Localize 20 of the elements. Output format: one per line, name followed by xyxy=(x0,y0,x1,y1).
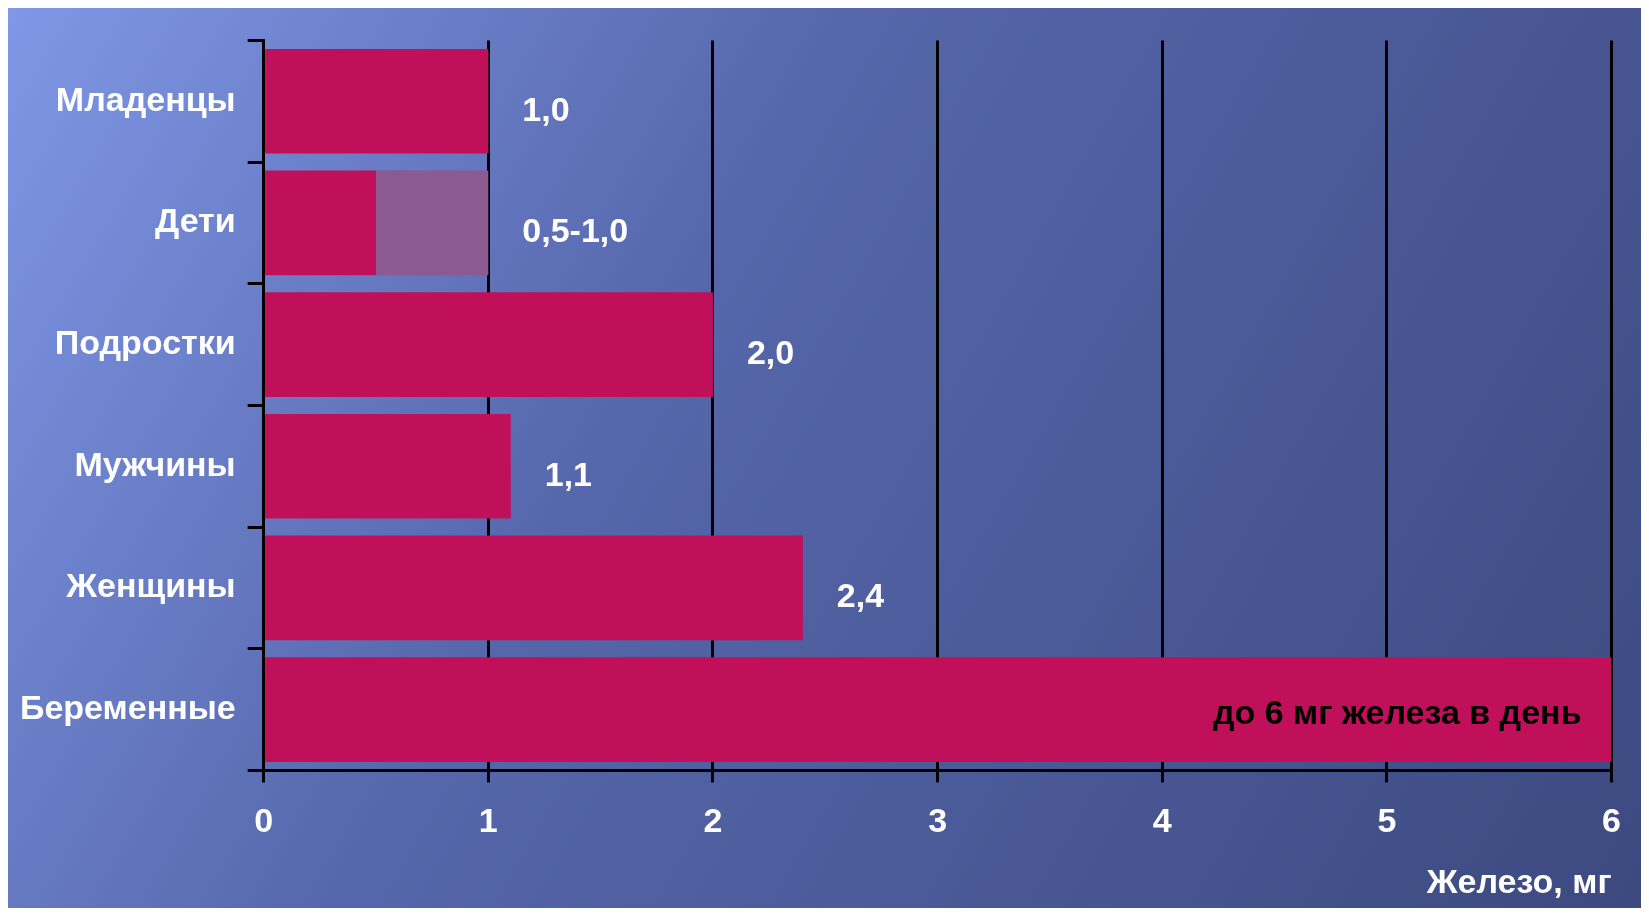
data-label: 1,0 xyxy=(522,89,570,128)
x-axis-title: Железо, мг xyxy=(1425,861,1612,900)
y-tick-label: Беременные xyxy=(20,687,236,726)
x-tick-label: 4 xyxy=(1152,801,1172,840)
y-tick-label: Мужчины xyxy=(74,444,236,483)
annotation: до 6 мг железа в день xyxy=(1212,692,1582,731)
data-label: 2,4 xyxy=(836,576,885,615)
x-tick-label: 6 xyxy=(1602,801,1622,840)
data-label: 0,5-1,0 xyxy=(522,211,629,250)
y-tick-label: Подростки xyxy=(54,322,236,361)
x-tick-label: 0 xyxy=(254,801,274,840)
y-tick-label: Дети xyxy=(155,201,236,240)
data-label: 1,1 xyxy=(544,454,593,493)
y-tick-label: Младенцы xyxy=(55,79,236,118)
x-tick-label: 5 xyxy=(1377,801,1397,840)
y-tick-label: Женщины xyxy=(65,566,236,605)
x-tick-label: 1 xyxy=(478,801,498,840)
data-label: 2,0 xyxy=(746,332,795,371)
x-tick-label: 2 xyxy=(703,801,723,840)
x-tick-label: 3 xyxy=(928,801,948,840)
